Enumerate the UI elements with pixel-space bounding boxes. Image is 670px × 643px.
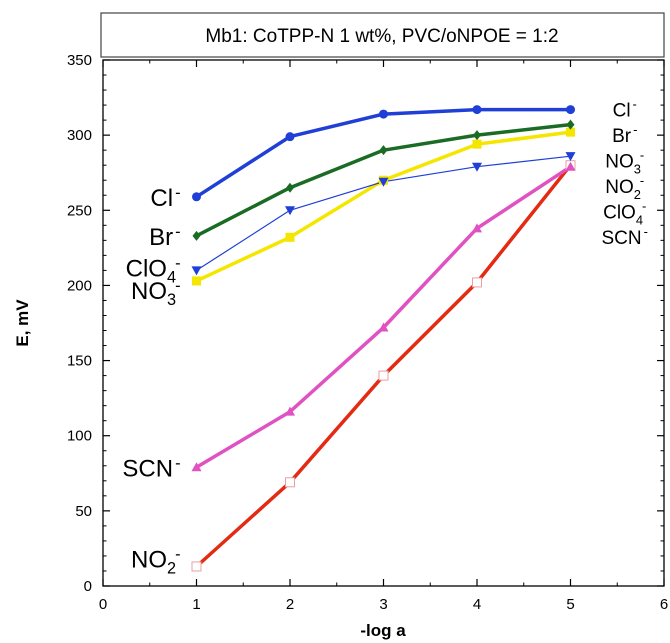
data-point — [192, 192, 201, 202]
data-point — [285, 477, 295, 488]
data-point — [565, 152, 576, 162]
y-axis-title: E, mV — [13, 299, 32, 347]
x-tick-label: 2 — [286, 596, 294, 613]
data-point — [473, 130, 481, 141]
y-tick-label: 300 — [67, 127, 92, 144]
series-markers — [191, 105, 576, 572]
axes: 0 50 100 150 200 250 300 350 0 1 2 3 4 5 6 — [67, 52, 668, 613]
series-label: SCN - — [122, 454, 180, 482]
data-point — [472, 277, 482, 288]
title-box — [100, 12, 665, 58]
data-point — [286, 182, 294, 193]
y-tick-label: 100 — [67, 428, 92, 445]
data-point — [378, 177, 389, 187]
y-tick-label: 250 — [67, 202, 92, 219]
data-point — [192, 276, 201, 286]
series-label: NO3- — [131, 277, 181, 309]
right-series-label: Br - — [612, 122, 637, 147]
data-point — [378, 370, 389, 381]
data-point — [379, 109, 388, 119]
data-point — [285, 132, 295, 142]
data-point — [379, 145, 388, 156]
data-point — [472, 223, 482, 233]
y-tick-label: 50 — [75, 503, 92, 520]
series-label: NO2- — [131, 545, 181, 577]
data-point — [565, 161, 576, 171]
data-point — [285, 232, 295, 242]
y-tick-label: 350 — [67, 52, 92, 69]
series-line — [194, 163, 573, 569]
data-point — [191, 561, 202, 572]
y-tick-label: 0 — [84, 578, 92, 595]
data-point — [566, 127, 575, 137]
x-tick-label: 0 — [99, 596, 107, 613]
data-point — [285, 206, 295, 216]
series-label: Br - — [149, 223, 180, 251]
x-tick-label: 6 — [660, 596, 668, 613]
y-tick-label: 150 — [67, 353, 92, 370]
right-series-label: NO2- — [605, 173, 644, 202]
left-series-labels: Cl - Br - ClO4-NO3- SCN - NO2- — [122, 184, 180, 578]
data-point — [378, 322, 389, 332]
chart-title: Mb1: CoTPP-N 1 wt%, PVC/oNPOE = 1:2 — [205, 26, 558, 47]
right-series-label: ClO4- — [603, 199, 646, 228]
x-axis-title: -log a — [360, 621, 406, 640]
right-series-label: Cl - — [613, 97, 637, 122]
series-label: ClO4- — [126, 254, 181, 286]
data-point — [192, 230, 201, 241]
right-series-labels: Cl -Br -NO3-NO2-ClO4-SCN - — [602, 97, 648, 250]
data-point — [285, 406, 295, 416]
data-point — [191, 462, 202, 472]
data-point — [566, 105, 575, 115]
y-tick-label: 200 — [67, 277, 92, 294]
data-point — [472, 105, 482, 115]
series-label: Cl - — [150, 184, 180, 212]
data-point — [472, 162, 482, 172]
x-tick-label: 1 — [192, 596, 200, 613]
data-point — [472, 139, 482, 149]
right-series-label: SCN - — [602, 224, 648, 249]
series-line — [194, 164, 573, 470]
x-tick-label: 4 — [473, 596, 481, 613]
x-tick-label: 3 — [379, 596, 387, 613]
x-tick-label: 5 — [566, 596, 574, 613]
right-series-label: NO3- — [605, 148, 644, 177]
data-point — [191, 266, 202, 276]
data-point — [566, 119, 575, 130]
